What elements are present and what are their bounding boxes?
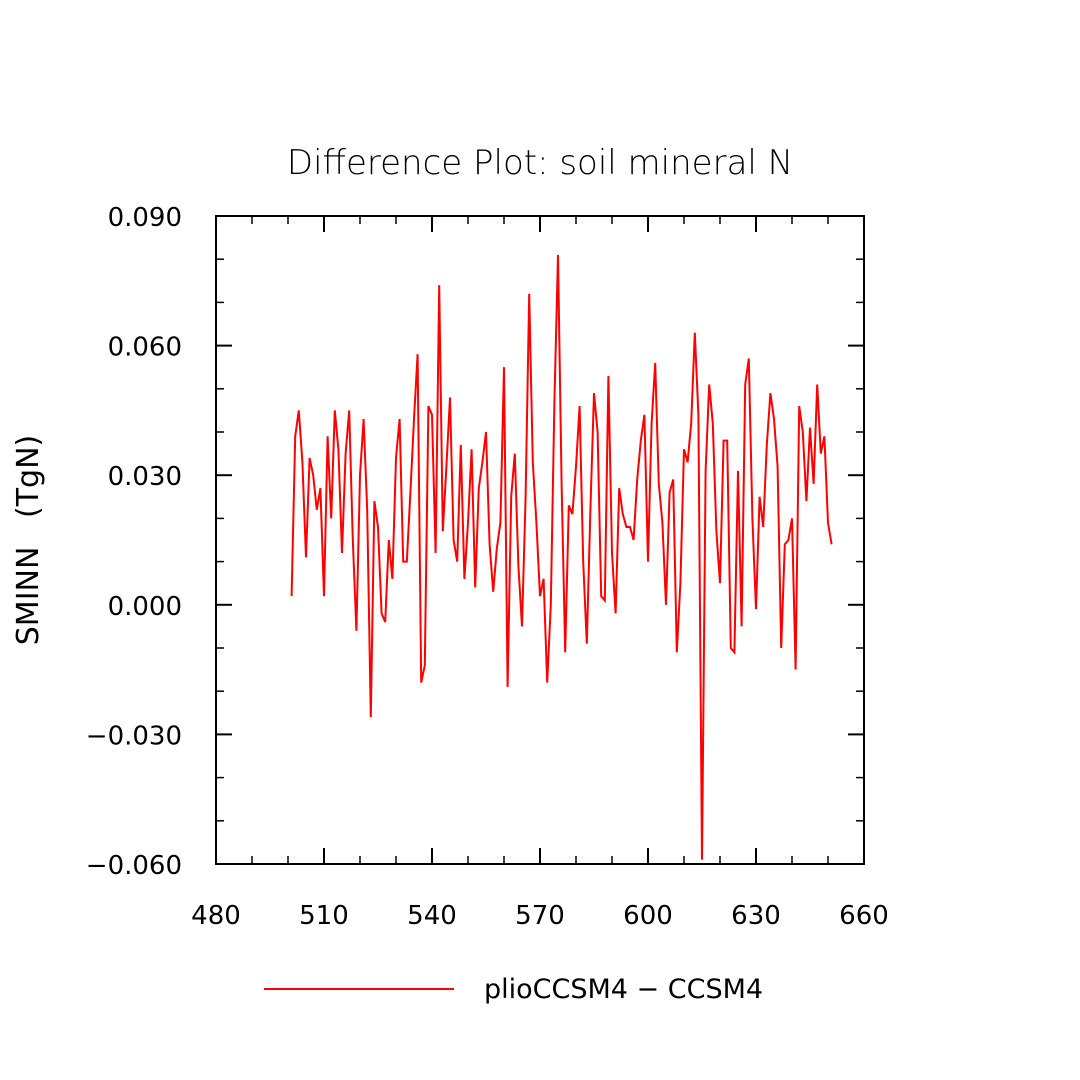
x-tick-label: 480 bbox=[191, 901, 241, 931]
x-tick-label: 510 bbox=[299, 901, 349, 931]
x-tick-label: 570 bbox=[515, 901, 565, 931]
y-tick-labels: 0.090 0.060 0.030 0.000 −0.030 −0.060 bbox=[86, 203, 182, 881]
axis-ticks bbox=[215, 215, 865, 865]
plot-frame bbox=[215, 215, 865, 865]
series-line bbox=[290, 254, 833, 860]
x-tick-label: 540 bbox=[407, 901, 457, 931]
y-tick-label: −0.030 bbox=[86, 721, 182, 751]
y-tick-label: 0.000 bbox=[108, 592, 182, 622]
legend-label: plioCCSM4 − CCSM4 bbox=[484, 974, 763, 1005]
series-layer bbox=[290, 254, 833, 860]
x-tick-labels: 480 510 540 570 600 630 660 bbox=[191, 901, 889, 931]
legend: plioCCSM4 − CCSM4 bbox=[264, 974, 763, 1005]
y-tick-label: 0.090 bbox=[108, 203, 182, 233]
y-tick-label: −0.060 bbox=[86, 851, 182, 881]
x-tick-label: 660 bbox=[839, 901, 889, 931]
y-tick-label: 0.060 bbox=[108, 333, 182, 363]
x-tick-label: 600 bbox=[623, 901, 673, 931]
y-axis-label: SMINN (TgN) bbox=[11, 435, 46, 645]
y-tick-label: 0.030 bbox=[108, 462, 182, 492]
chart-title: Difference Plot: soil mineral N bbox=[287, 143, 793, 183]
x-tick-label: 630 bbox=[731, 901, 781, 931]
